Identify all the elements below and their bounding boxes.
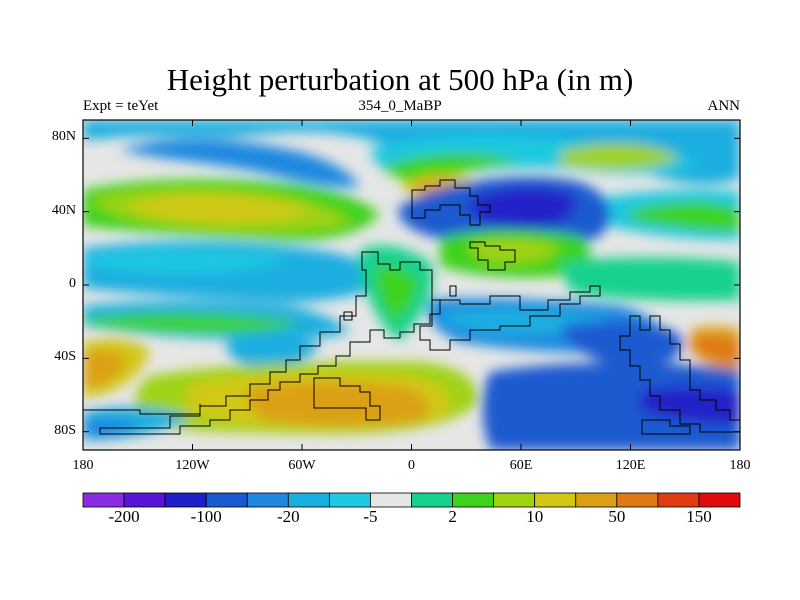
colorbar-box — [164, 492, 207, 508]
lon-label: 60E — [509, 458, 533, 473]
lat-label: 0 — [69, 276, 76, 291]
colorbar-box — [123, 492, 166, 508]
colorbar-box — [82, 492, 125, 508]
colorbar-box — [452, 492, 495, 508]
contour-field — [83, 120, 740, 450]
colorbar-box — [411, 492, 453, 508]
experiment-label: Expt = teYet — [83, 98, 159, 114]
colorbar-label: -20 — [276, 507, 300, 526]
colorbar-box — [698, 492, 741, 508]
colorbar-label: 50 — [608, 507, 626, 526]
colorbar-box — [205, 492, 248, 508]
colorbar-label: 2 — [448, 507, 457, 526]
colorbar-box — [370, 492, 412, 508]
lon-label: 60W — [288, 458, 316, 473]
lon-label: 180 — [729, 458, 751, 473]
colorbar-box — [287, 492, 330, 508]
colorbar-box — [246, 492, 289, 508]
colorbar-box — [616, 492, 659, 508]
colorbar-label: -200 — [108, 507, 140, 526]
colorbar-label: 150 — [686, 507, 712, 526]
lon-label: 180 — [72, 458, 94, 473]
lat-label: 80S — [54, 422, 76, 438]
colorbar-label: -5 — [363, 507, 378, 526]
axis-ticks — [82, 120, 741, 450]
colorbar-box — [493, 492, 536, 508]
lon-label: 120W — [175, 458, 210, 473]
season-label: ANN — [707, 98, 741, 114]
colorbar-box — [657, 492, 700, 508]
colorbar — [82, 492, 741, 508]
lat-label: 40N — [51, 202, 76, 218]
lon-label: 0 — [408, 458, 415, 473]
lat-label: 40S — [54, 349, 76, 365]
colorbar-label: -100 — [190, 507, 222, 526]
lon-label: 120E — [615, 458, 646, 473]
lat-label: 80N — [51, 129, 76, 145]
colorbar-box — [328, 492, 371, 508]
continent-outlines — [83, 179, 740, 435]
plot-title: Height perturbation at 500 hPa (in m) — [166, 62, 634, 97]
colorbar-box — [534, 492, 577, 508]
case-label: 354_0_MaBP — [358, 98, 442, 114]
colorbar-label: 10 — [526, 507, 544, 526]
colorbar-box — [575, 492, 618, 508]
